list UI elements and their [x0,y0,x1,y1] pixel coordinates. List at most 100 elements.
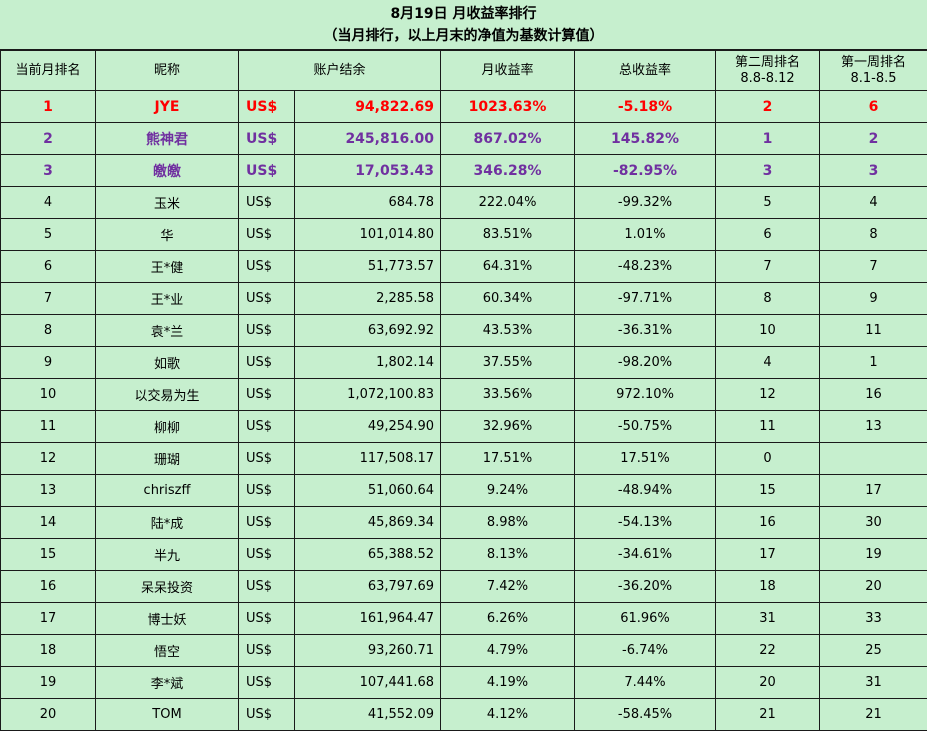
total-return-cell: -48.23% [574,250,717,283]
balance-cell: 684.78 [293,186,442,219]
week2-rank-cell: 20 [715,666,821,699]
week1-rank-cell: 7 [819,250,927,283]
balance-cell: 51,773.57 [293,250,442,283]
rank-cell: 18 [0,634,96,667]
monthly-return-cell: 867.02% [440,122,576,155]
week2-rank-cell: 1 [715,122,821,155]
table-row: 20 TOM US$ 41,552.09 4.12% -58.45% 21 21 [0,698,927,731]
week2-rank-cell: 5 [715,186,821,219]
currency-cell: US$ [238,314,295,347]
table-row: 18 悟空 US$ 93,260.71 4.79% -6.74% 22 25 [0,634,927,667]
table-row: 16 呆呆投资 US$ 63,797.69 7.42% -36.20% 18 20 [0,570,927,603]
week1-rank-cell: 20 [819,570,927,603]
total-return-cell: -82.95% [574,154,717,187]
nickname-cell: 呆呆投资 [95,570,239,603]
nickname-cell: 华 [95,218,239,251]
total-return-cell: -50.75% [574,410,717,443]
monthly-return-cell: 37.55% [440,346,576,379]
balance-cell: 107,441.68 [293,666,442,699]
monthly-return-cell: 33.56% [440,378,576,411]
nickname-cell: 王*业 [95,282,239,315]
week1-rank-cell: 3 [819,154,927,187]
nickname-cell: 皦皦 [95,154,239,187]
ranking-table: 当前月排名 昵称 账户结余 月收益率 总收益率 第二周排名 8.8-8.12 第… [0,50,927,731]
monthly-return-cell: 8.98% [440,506,576,539]
monthly-return-cell: 83.51% [440,218,576,251]
header-row: 当前月排名 昵称 账户结余 月收益率 总收益率 第二周排名 8.8-8.12 第… [0,50,927,91]
monthly-return-cell: 60.34% [440,282,576,315]
header-rank: 当前月排名 [0,50,96,91]
table-row: 17 博士妖 US$ 161,964.47 6.26% 61.96% 31 33 [0,602,927,635]
currency-cell: US$ [238,90,295,123]
table-row: 15 半九 US$ 65,388.52 8.13% -34.61% 17 19 [0,538,927,571]
week2-rank-cell: 6 [715,218,821,251]
total-return-cell: 145.82% [574,122,717,155]
total-return-cell: -34.61% [574,538,717,571]
currency-cell: US$ [238,634,295,667]
week2-rank-cell: 22 [715,634,821,667]
header-week2-label: 第二周排名 [735,54,801,70]
week1-rank-cell [819,442,927,475]
currency-cell: US$ [238,602,295,635]
header-week2-rank: 第二周排名 8.8-8.12 [715,50,821,91]
week2-rank-cell: 7 [715,250,821,283]
total-return-cell: 61.96% [574,602,717,635]
week1-rank-cell: 17 [819,474,927,507]
week1-rank-cell: 4 [819,186,927,219]
week1-rank-cell: 11 [819,314,927,347]
week1-rank-cell: 9 [819,282,927,315]
header-week1-rank: 第一周排名 8.1-8.5 [819,50,927,91]
monthly-return-cell: 43.53% [440,314,576,347]
rank-cell: 4 [0,186,96,219]
monthly-return-cell: 4.19% [440,666,576,699]
week2-rank-cell: 3 [715,154,821,187]
week1-rank-cell: 25 [819,634,927,667]
nickname-cell: 半九 [95,538,239,571]
table-row: 3 皦皦 US$ 17,053.43 346.28% -82.95% 3 3 [0,154,927,187]
monthly-return-cell: 17.51% [440,442,576,475]
currency-cell: US$ [238,442,295,475]
rank-cell: 6 [0,250,96,283]
balance-cell: 63,797.69 [293,570,442,603]
table-row: 12 珊瑚 US$ 117,508.17 17.51% 17.51% 0 [0,442,927,475]
total-return-cell: -99.32% [574,186,717,219]
nickname-cell: 珊瑚 [95,442,239,475]
monthly-return-cell: 4.79% [440,634,576,667]
rank-cell: 14 [0,506,96,539]
week2-rank-cell: 15 [715,474,821,507]
week1-rank-cell: 8 [819,218,927,251]
total-return-cell: -97.71% [574,282,717,315]
week2-rank-cell: 12 [715,378,821,411]
monthly-return-cell: 222.04% [440,186,576,219]
currency-cell: US$ [238,570,295,603]
currency-cell: US$ [238,154,295,187]
week1-rank-cell: 13 [819,410,927,443]
currency-cell: US$ [238,122,295,155]
week2-rank-cell: 16 [715,506,821,539]
table-row: 10 以交易为生 US$ 1,072,100.83 33.56% 972.10% 12 16 [0,378,927,411]
currency-cell: US$ [238,410,295,443]
balance-cell: 63,692.92 [293,314,442,347]
nickname-cell: 柳柳 [95,410,239,443]
week1-rank-cell: 2 [819,122,927,155]
week1-rank-cell: 31 [819,666,927,699]
balance-cell: 41,552.09 [293,698,442,731]
header-nickname: 昵称 [95,50,239,91]
nickname-cell: 以交易为生 [95,378,239,411]
nickname-cell: 李*斌 [95,666,239,699]
title-block: 8月19日 月收益率排行 （当月排行，以上月末的净值为基数计算值） [0,0,927,50]
balance-cell: 45,869.34 [293,506,442,539]
table-row: 8 袁*兰 US$ 63,692.92 43.53% -36.31% 10 11 [0,314,927,347]
table-row: 9 如歌 US$ 1,802.14 37.55% -98.20% 4 1 [0,346,927,379]
currency-cell: US$ [238,218,295,251]
nickname-cell: 袁*兰 [95,314,239,347]
currency-cell: US$ [238,378,295,411]
rank-cell: 8 [0,314,96,347]
week2-rank-cell: 0 [715,442,821,475]
nickname-cell: 王*健 [95,250,239,283]
week2-rank-cell: 17 [715,538,821,571]
balance-cell: 17,053.43 [293,154,442,187]
header-week1-label: 第一周排名 [841,54,907,70]
balance-cell: 94,822.69 [293,90,442,123]
total-return-cell: -5.18% [574,90,717,123]
